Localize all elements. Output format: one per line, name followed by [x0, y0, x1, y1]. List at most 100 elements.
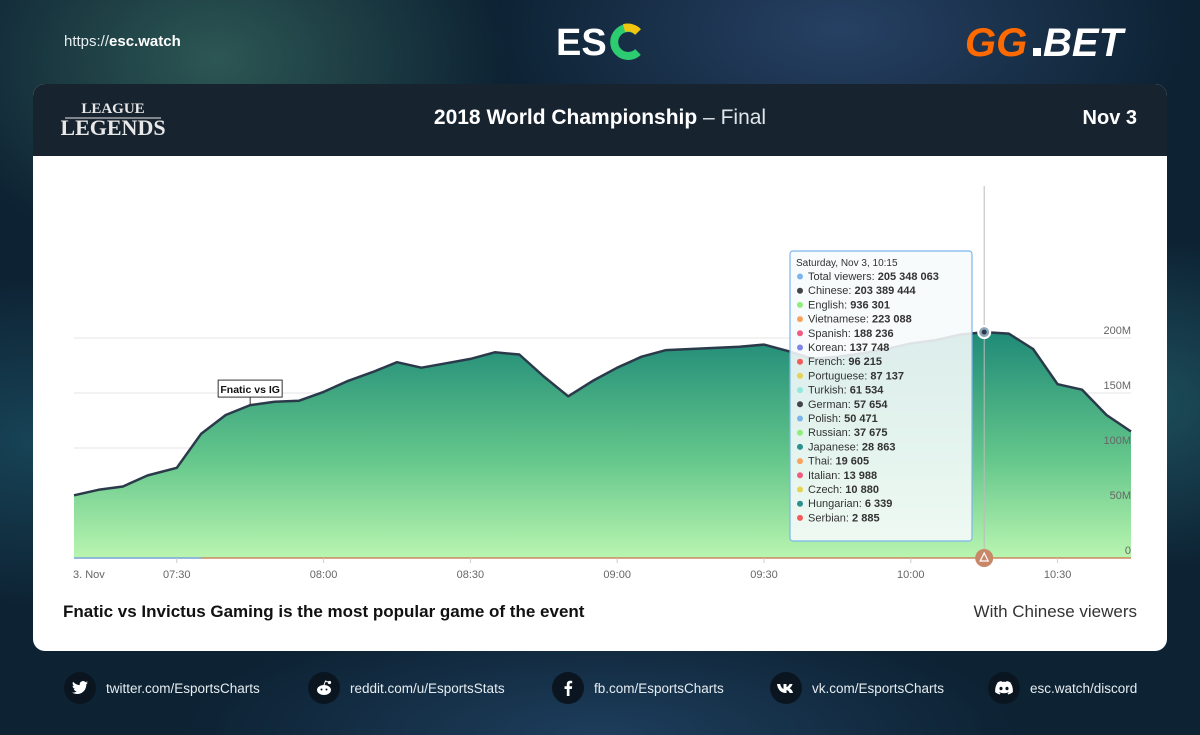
tooltip-row-name: Japanese: — [808, 441, 862, 453]
ggbet-logo-dot — [1033, 48, 1041, 56]
y-tick-label: 0 — [1125, 545, 1131, 557]
url-domain: esc.watch — [109, 33, 181, 50]
tooltip-row: Czech: 10 880 — [808, 484, 879, 496]
chart-card: LEAGUE LEGENDS 2018 World Championship –… — [33, 84, 1167, 651]
league-of-legends-logo: LEAGUE LEGENDS — [61, 101, 165, 140]
discord-icon — [988, 672, 1020, 704]
tooltip-swatch — [797, 372, 803, 379]
tooltip-row-value: 19 605 — [836, 456, 870, 468]
x-start-label: 3. Nov — [73, 569, 105, 581]
footer-link-label: twitter.com/EsportsCharts — [106, 680, 260, 696]
x-tick-label: 07:30 — [163, 569, 191, 581]
footer-link-label: fb.com/EsportsCharts — [594, 680, 724, 696]
tooltip-row: Turkish: 61 534 — [808, 385, 884, 397]
lol-logo-bottom: LEGENDS — [61, 115, 165, 140]
tooltip-row-value: 203 389 444 — [854, 285, 916, 297]
tooltip-swatch — [797, 330, 803, 337]
tooltip-row-name: Portuguese: — [808, 370, 870, 382]
stage-name: Final — [720, 106, 767, 129]
tooltip-swatch — [797, 486, 803, 493]
vk-icon — [770, 672, 802, 704]
x-tick-label: 10:00 — [897, 569, 925, 581]
twitter-icon — [64, 672, 96, 704]
tooltip-row-value: 6 339 — [865, 498, 893, 510]
annotation-label: Fnatic vs IG — [220, 384, 280, 396]
x-tick-label: 10:30 — [1044, 569, 1072, 581]
tooltip-swatch — [797, 358, 803, 365]
esc-logo-c-accent — [622, 23, 641, 36]
tooltip-row-name: Turkish: — [808, 385, 850, 397]
tooltip-row: Portuguese: 87 137 — [808, 370, 904, 382]
esc-logo: ES — [556, 22, 641, 62]
viewership-chart[interactable]: 0 50M 100M 150M 200M 3. Nov 07:30 08:00 08:30 09… — [33, 156, 1167, 596]
tooltip-swatch — [797, 458, 803, 465]
tooltip-row: Vietnamese: 223 088 — [808, 314, 912, 326]
tooltip-swatch — [797, 344, 803, 351]
tooltip-row: Korean: 137 748 — [808, 342, 889, 354]
tooltip-row-name: Chinese: — [808, 285, 854, 297]
tooltip-box — [789, 250, 973, 542]
tooltip-row: Japanese: 28 863 — [808, 441, 895, 453]
ggbet-logo: GG BET — [965, 21, 1127, 64]
tooltip-row: German: 57 654 — [808, 399, 888, 411]
footer-link-reddit[interactable]: reddit.com/u/EsportsStats — [308, 668, 505, 708]
chart-subcaption: With Chinese viewers — [973, 602, 1137, 621]
ggbet-logo-bet: BET — [1043, 21, 1127, 64]
tooltip-row-value: 13 988 — [843, 470, 877, 482]
tooltip-row-value: 137 748 — [850, 342, 890, 354]
tooltip-swatch — [797, 401, 803, 408]
tooltip-row-value: 936 301 — [850, 299, 890, 311]
footer-link-twitter[interactable]: twitter.com/EsportsCharts — [64, 668, 260, 708]
lol-logo-top: LEAGUE — [81, 101, 144, 117]
tooltip-row: Total viewers: 205 348 063 — [808, 271, 939, 283]
footer-link-vk[interactable]: vk.com/EsportsCharts — [770, 668, 944, 708]
ggbet-logo-gg: GG — [965, 21, 1027, 64]
flag-marker — [975, 549, 994, 567]
tooltip-row-value: 57 654 — [854, 399, 889, 411]
tooltip-row: English: 936 301 — [808, 299, 890, 311]
title-separator: – — [697, 106, 721, 129]
tooltip-row-name: French: — [808, 356, 848, 368]
tooltip-row-value: 37 675 — [854, 427, 888, 439]
tooltip-row-value: 205 348 063 — [878, 271, 939, 283]
tooltip-row: Thai: 19 605 — [808, 456, 869, 468]
footer-link-facebook[interactable]: fb.com/EsportsCharts — [552, 668, 724, 708]
tooltip-row-value: 50 471 — [844, 413, 878, 425]
tooltip-time: Saturday, Nov 3, 10:15 — [796, 258, 898, 269]
chart-caption: Fnatic vs Invictus Gaming is the most po… — [63, 602, 585, 621]
tooltip-row: Russian: 37 675 — [808, 427, 888, 439]
crosshair — [975, 186, 994, 567]
tooltip-swatch — [797, 301, 803, 308]
annotation: Fnatic vs IG — [217, 379, 283, 406]
tooltip-swatch — [797, 514, 803, 521]
y-tick-label: 50M — [1110, 490, 1131, 502]
esc-logo-text: ES — [556, 22, 607, 62]
site-url[interactable]: https://esc.watch — [64, 33, 181, 50]
tooltip-row: French: 96 215 — [808, 356, 882, 368]
tooltip-swatch — [797, 443, 803, 450]
tooltip-row: Hungarian: 6 339 — [808, 498, 892, 510]
tooltip-swatch — [797, 415, 803, 422]
tooltip-row-value: 223 088 — [872, 314, 912, 326]
tooltip-row-name: Russian: — [808, 427, 854, 439]
tournament-name: 2018 World Championship — [433, 106, 698, 129]
tooltip-swatch — [797, 500, 803, 507]
x-tick-label: 08:30 — [457, 569, 485, 581]
footer-link-label: esc.watch/discord — [1030, 680, 1138, 696]
tooltip-row-value: 87 137 — [870, 370, 904, 382]
hover-marker-core — [981, 329, 987, 335]
x-axis: 3. Nov 07:30 08:00 08:30 09:00 09:30 10:00 10:3… — [73, 558, 1071, 581]
tooltip-row-name: Serbian: — [808, 512, 852, 524]
tooltip-row-value: 2 885 — [852, 512, 880, 524]
footer-link-label: vk.com/EsportsCharts — [812, 680, 945, 696]
event-date: Nov 3 — [1082, 107, 1137, 129]
tooltip-row-value: 188 236 — [854, 328, 894, 340]
footer-link-discord[interactable]: esc.watch/discord — [988, 668, 1137, 708]
tooltip-swatch — [797, 273, 803, 280]
tooltip-row: Serbian: 2 885 — [808, 512, 880, 524]
tooltip-row-name: Italian: — [808, 470, 843, 482]
footer-link-label: reddit.com/u/EsportsStats — [350, 680, 505, 696]
tooltip-row-name: Korean: — [808, 342, 850, 354]
tooltip-row: Polish: 50 471 — [808, 413, 878, 425]
x-tick-label: 08:00 — [310, 569, 338, 581]
